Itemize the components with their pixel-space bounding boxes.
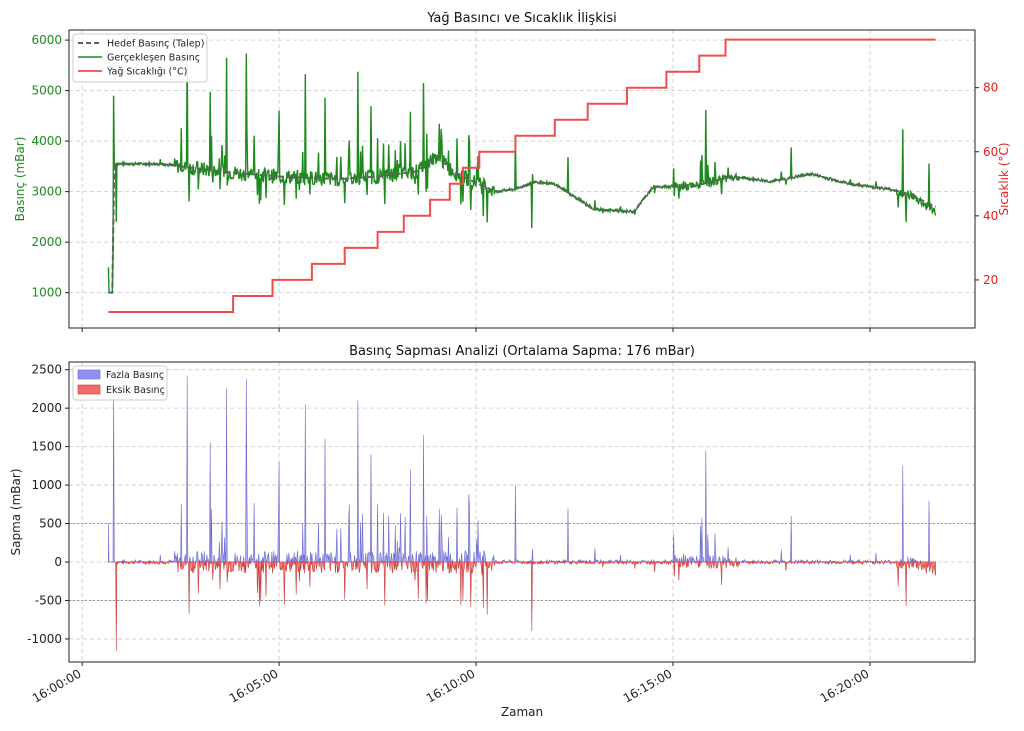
- temperature-line: [108, 38, 936, 313]
- bottom-chart-title: Basınç Sapması Analizi (Ortalama Sapma: …: [349, 344, 695, 359]
- y-tick-label: 0: [54, 555, 62, 569]
- y-tick-label: -1000: [27, 632, 62, 646]
- y2-tick-label: 40: [983, 209, 998, 223]
- legend-box: [72, 33, 208, 83]
- y2-axis-label: Sıcaklık (°C): [997, 142, 1011, 215]
- legend-swatch: [77, 384, 101, 395]
- legend-label: Hedef Basınç (Talep): [107, 39, 204, 50]
- y2-tick-label: 80: [983, 81, 998, 95]
- top-chart-title: Yağ Basıncı ve Sıcaklık İlişkisi: [426, 10, 616, 26]
- y-tick-label: -500: [35, 593, 62, 607]
- target-pressure-line: [108, 155, 937, 294]
- pressure-temperature-chart: 1000 2000 3000 4000 5000 6000 20 40 60 80 Yağ Bası…: [13, 10, 1011, 332]
- y-tick-label: 2000: [31, 401, 62, 415]
- y-tick-label: 5000: [31, 84, 62, 98]
- bottom-plot-frame: [68, 361, 976, 663]
- legend-label: Yağ Sıcaklığı (°C): [106, 67, 187, 78]
- negative-deviation-area: [108, 560, 936, 651]
- y-tick-label: 1000: [31, 478, 62, 492]
- legend-swatch: [77, 369, 101, 380]
- x-axis-label: Zaman: [501, 705, 543, 719]
- y-tick-label: 4000: [31, 134, 62, 148]
- legend-label: Eksik Basınç: [106, 385, 165, 396]
- y-axis-label: Basınç (mBar): [13, 137, 27, 222]
- y-tick-label: 500: [39, 517, 62, 531]
- legend-label: Gerçekleşen Basınç: [107, 53, 200, 64]
- y-tick-label: 2000: [31, 235, 62, 249]
- bottom-legend: Fazla Basınç Eksik Basınç: [72, 365, 168, 401]
- y-tick-label: 1500: [31, 440, 62, 454]
- top-plot-frame: [68, 29, 976, 329]
- y-axis-label: Sapma (mBar): [9, 468, 23, 555]
- y-tick-label: 6000: [31, 33, 62, 47]
- top-legend: Hedef Basınç (Talep) Gerçekleşen Basınç Ya…: [72, 33, 208, 83]
- legend-label: Fazla Basınç: [106, 370, 164, 381]
- y2-tick-label: 20: [983, 273, 998, 287]
- y-tick-label: 3000: [31, 185, 62, 199]
- y-tick-label: 2500: [31, 363, 62, 377]
- y-tick-label: 1000: [31, 286, 62, 300]
- y2-tick-label: 60: [983, 145, 998, 159]
